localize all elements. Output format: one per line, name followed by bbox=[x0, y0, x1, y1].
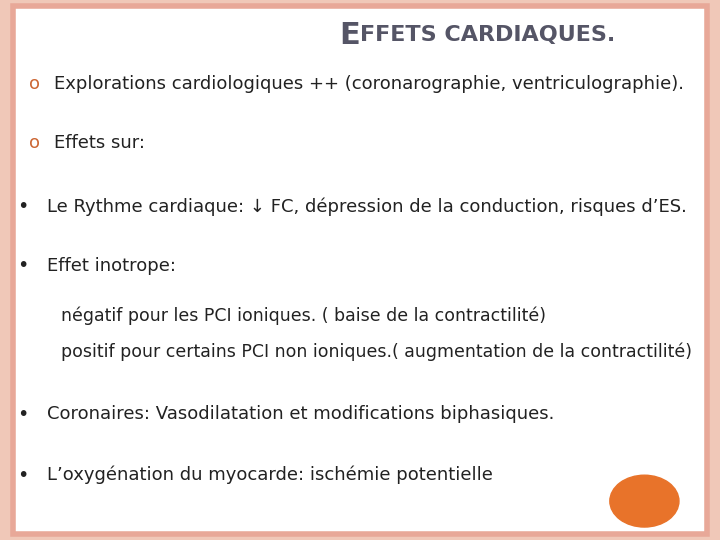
Text: •: • bbox=[17, 197, 29, 216]
Text: Le Rythme cardiaque: ↓ FC, dépression de la conduction, risques d’ES.: Le Rythme cardiaque: ↓ FC, dépression de… bbox=[47, 197, 687, 215]
Circle shape bbox=[610, 475, 679, 527]
Text: L’oxygénation du myocarde: ischémie potentielle: L’oxygénation du myocarde: ischémie pote… bbox=[47, 466, 492, 484]
Text: Coronaires: Vasodilatation et modifications biphasiques.: Coronaires: Vasodilatation et modificati… bbox=[47, 405, 554, 423]
Text: Effet inotrope:: Effet inotrope: bbox=[47, 256, 176, 275]
Text: •: • bbox=[17, 465, 29, 485]
Text: •: • bbox=[17, 256, 29, 275]
Text: Explorations cardiologiques ++ (coronarographie, ventriculographie).: Explorations cardiologiques ++ (coronaro… bbox=[54, 75, 684, 93]
Text: positif pour certains PCI non ioniques.( augmentation de la contractilité): positif pour certains PCI non ioniques.(… bbox=[61, 343, 692, 361]
Text: Effets sur:: Effets sur: bbox=[54, 134, 145, 152]
Text: o: o bbox=[29, 134, 40, 152]
Text: FFETS CARDIAQUES.: FFETS CARDIAQUES. bbox=[360, 25, 616, 45]
Text: •: • bbox=[17, 404, 29, 424]
Text: négatif pour les PCI ioniques. ( baise de la contractilité): négatif pour les PCI ioniques. ( baise d… bbox=[61, 307, 546, 325]
Text: o: o bbox=[29, 75, 40, 93]
Text: E: E bbox=[339, 21, 360, 50]
